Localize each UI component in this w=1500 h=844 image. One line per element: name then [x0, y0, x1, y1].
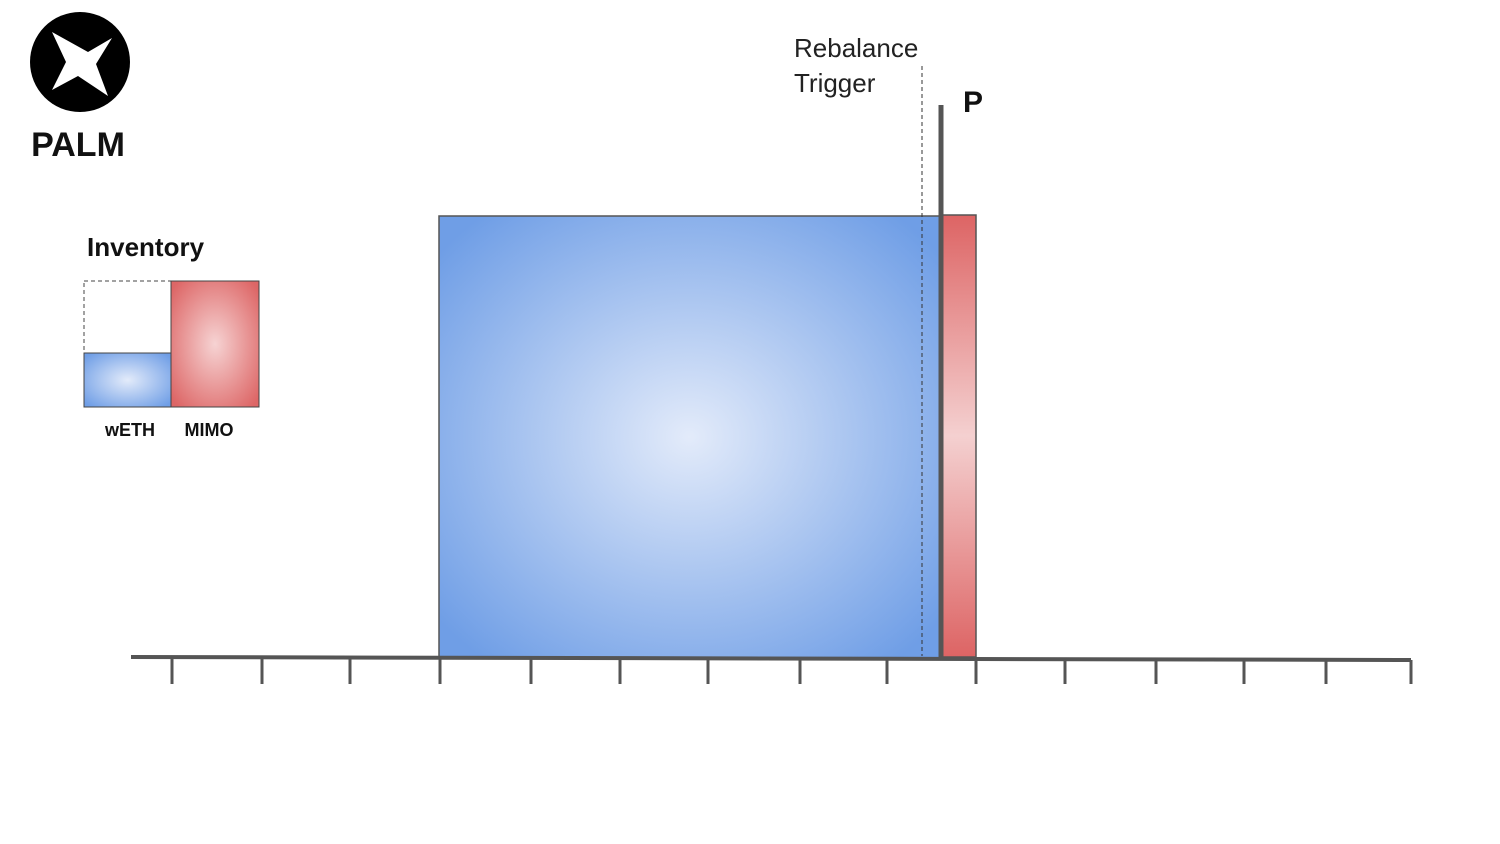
axis	[130, 655, 1413, 684]
logo-label: PALM	[31, 126, 125, 164]
mimo-label: MIMO	[185, 420, 234, 440]
trigger-label: Trigger	[794, 68, 876, 98]
weth-range	[438, 215, 941, 659]
axis-line	[130, 655, 1412, 662]
weth-label: wETH	[104, 420, 155, 440]
logo: PALM	[30, 12, 130, 164]
mimo-range	[940, 214, 977, 658]
price-label: P	[963, 86, 983, 119]
logo-star	[52, 32, 112, 96]
mimo-box	[170, 280, 260, 408]
inventory: Inventory wETH MIMO	[83, 232, 260, 440]
trigger-label: Rebalance	[794, 33, 918, 63]
weth-box	[83, 352, 172, 408]
inventory-title: Inventory	[87, 232, 205, 262]
